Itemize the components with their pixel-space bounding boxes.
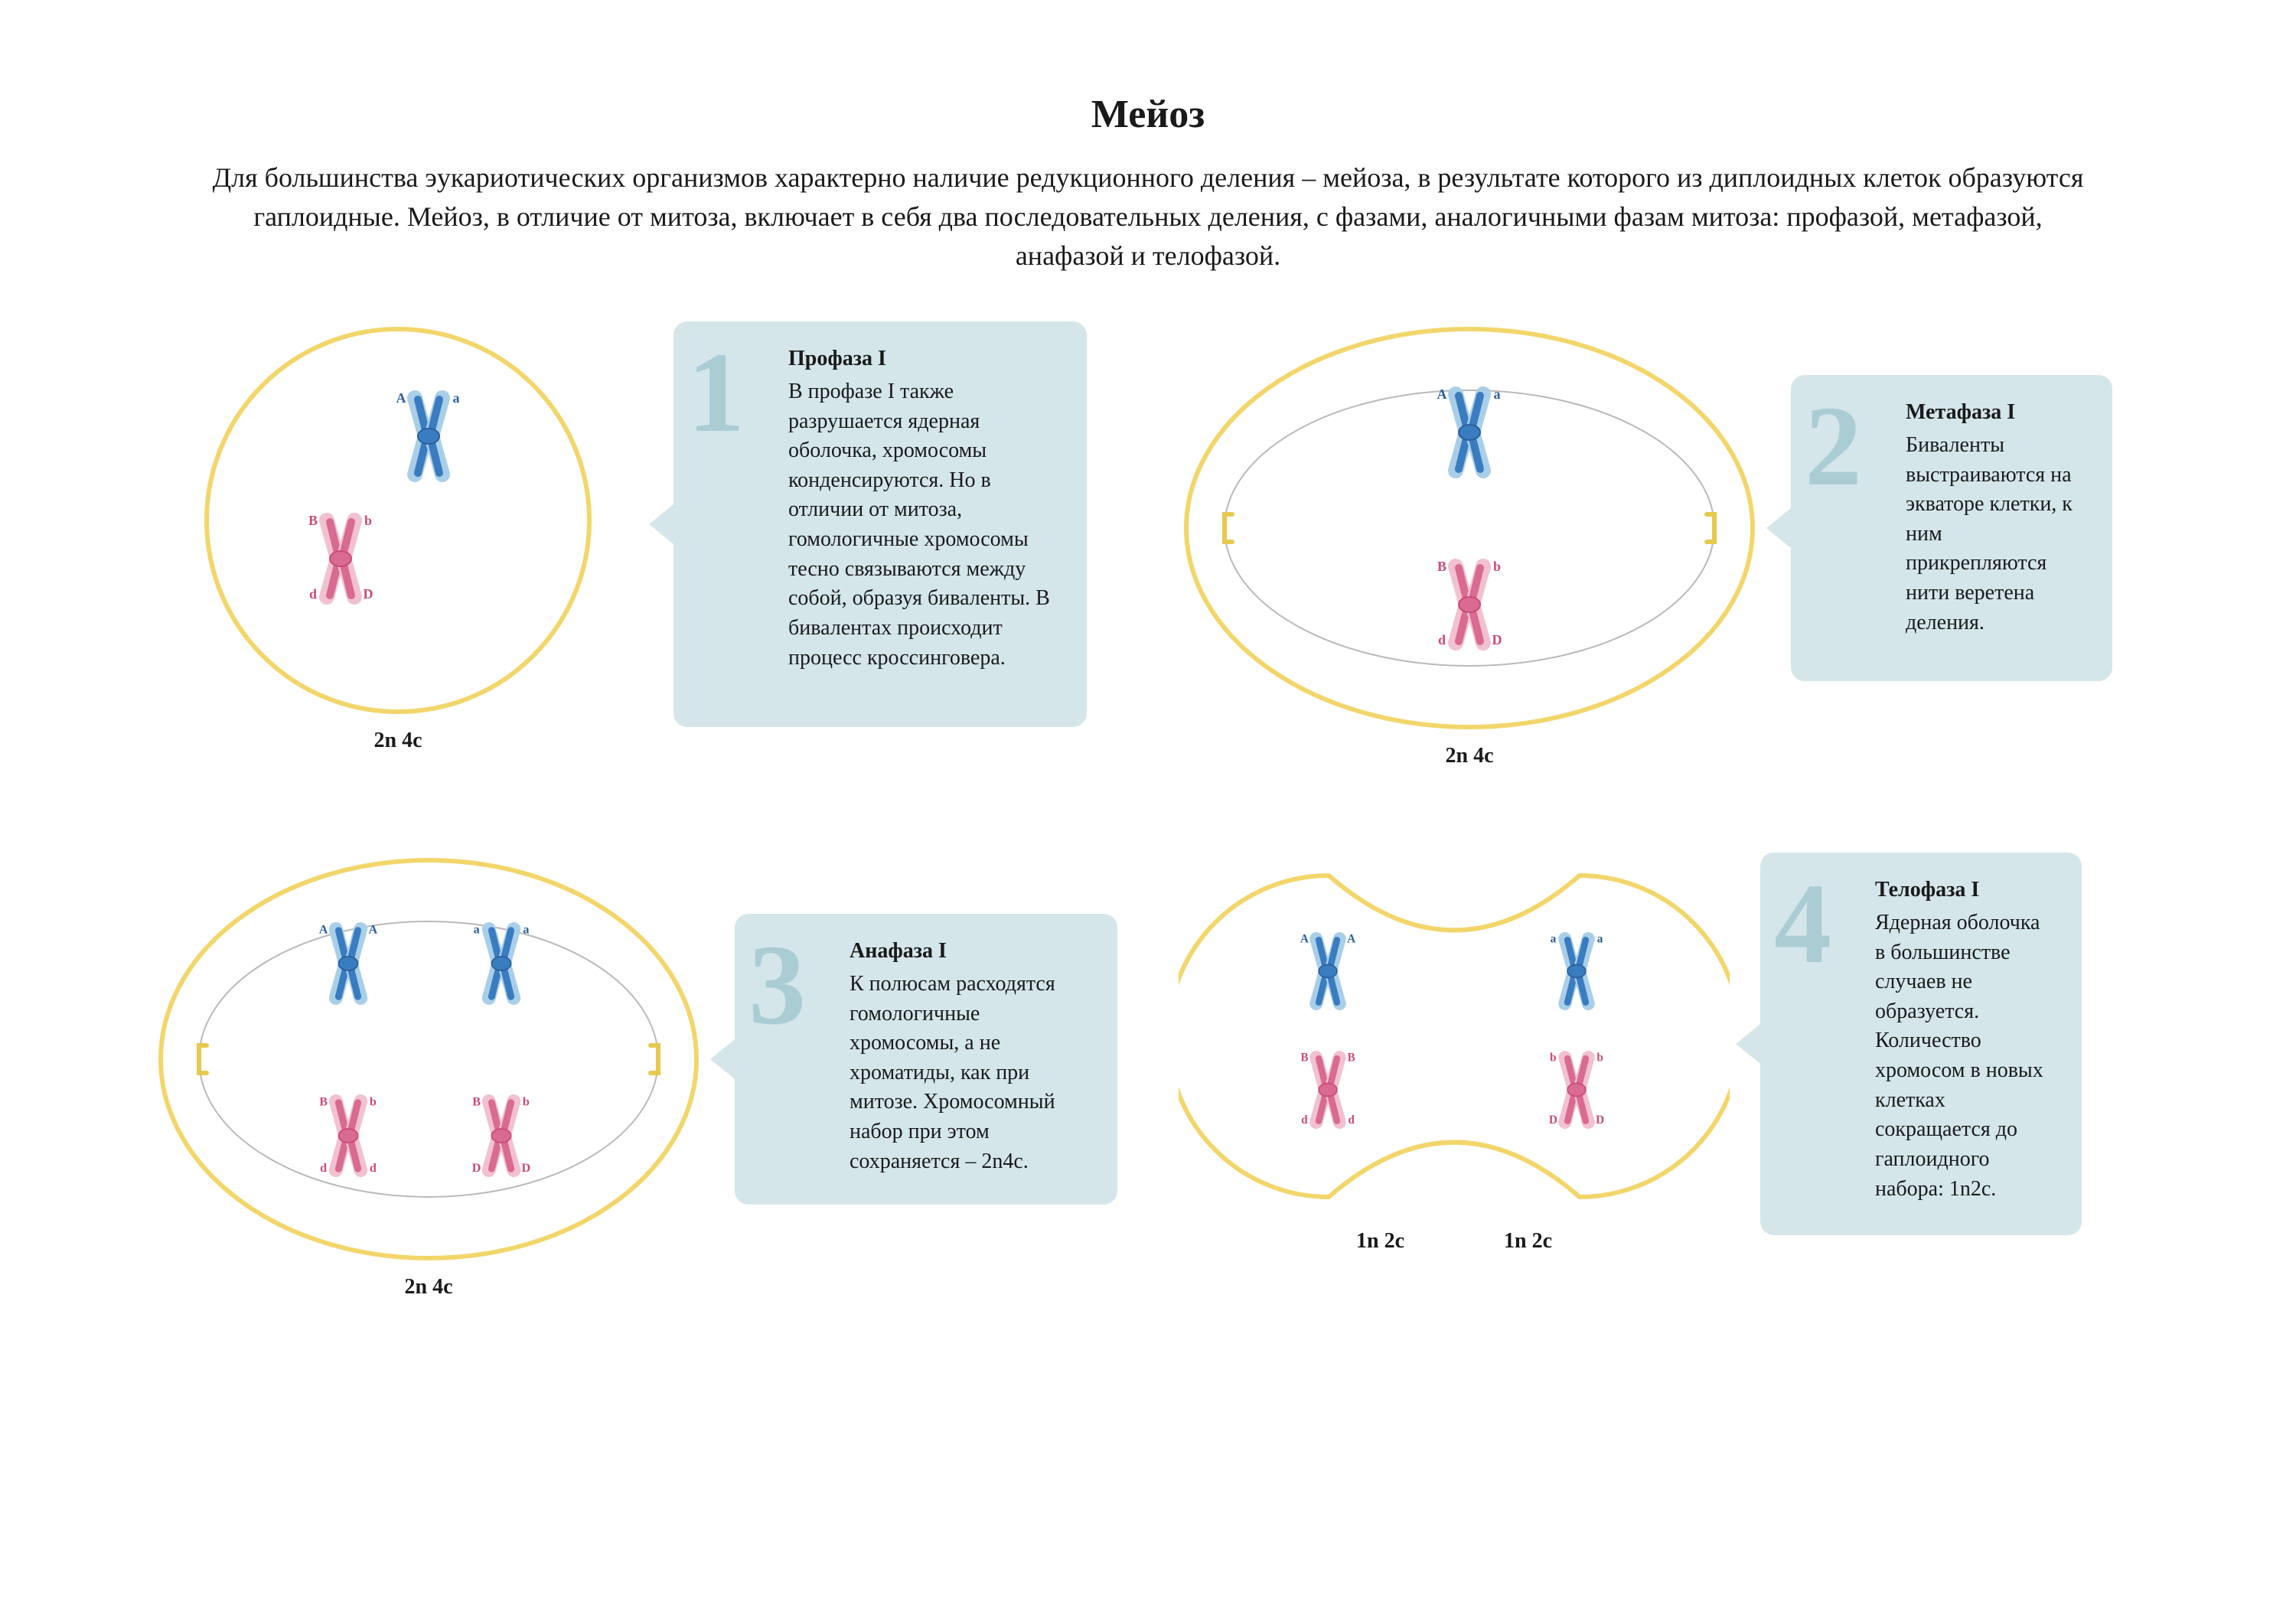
- svg-text:D: D: [522, 1161, 531, 1175]
- phase-body: В профазе I также разрушается ядерная об…: [788, 380, 1050, 670]
- description-box: 4 Телофаза I Ядерная оболочка в большинств…: [1760, 853, 2082, 1235]
- phase-title: Профаза I: [788, 344, 1059, 374]
- phase-panel: Aa Bb d D 2n 4c 1 Профаза I В профазе I также р…: [153, 321, 1117, 768]
- phase-panel: A Aa a Bb d d Bb D D 2n 4c 3 Анафаза I К полюсам рас…: [153, 853, 1117, 1300]
- svg-text:A: A: [369, 923, 378, 937]
- svg-text:d: d: [1301, 1114, 1308, 1127]
- phase-panel: A A B Bd d a a b b D D 1n 2c 1n 2c 4 Телофаза I Ядерная…: [1179, 853, 2143, 1300]
- svg-text:B: B: [1437, 559, 1446, 574]
- step-number: 2: [1805, 389, 1862, 504]
- description-box: 1 Профаза I В профазе I также разрушается …: [673, 321, 1087, 727]
- phase-title: Метафаза I: [1906, 398, 2085, 428]
- description-box: 3 Анафаза I К полюсам расходятся гомологич…: [735, 914, 1117, 1205]
- svg-text:a: a: [1597, 933, 1603, 946]
- cell-caption: 2n 4c: [405, 1275, 453, 1300]
- svg-text:b: b: [1550, 1052, 1557, 1065]
- phase-body: Ядерная оболочка в большинстве случаев н…: [1875, 911, 2043, 1201]
- svg-text:D: D: [1596, 1114, 1604, 1127]
- svg-text:d: d: [320, 1161, 327, 1175]
- description-text: Профаза I В профазе I также разрушается я…: [788, 344, 1059, 673]
- svg-text:A: A: [396, 390, 406, 406]
- page-title: Мейоз: [153, 92, 2143, 137]
- description-box: 2 Метафаза I Биваленты выстраиваются на эк…: [1791, 375, 2112, 681]
- cell-caption: 2n 4c: [374, 729, 422, 753]
- svg-text:d: d: [1348, 1114, 1355, 1127]
- svg-text:b: b: [370, 1095, 377, 1109]
- svg-text:a: a: [523, 923, 529, 937]
- step-number: 4: [1774, 866, 1831, 981]
- svg-text:d: d: [309, 586, 317, 602]
- svg-text:D: D: [1492, 632, 1502, 647]
- cell-diagram: A A B Bd d a a b b D D 1n 2c 1n 2c: [1179, 853, 1730, 1254]
- svg-text:b: b: [1493, 559, 1501, 574]
- svg-text:d: d: [1438, 632, 1446, 647]
- cell-caption: 1n 2c: [1356, 1229, 1404, 1254]
- phase-title: Телофаза I: [1875, 876, 2054, 905]
- description-text: Метафаза I Биваленты выстраиваются на экв…: [1906, 398, 2085, 638]
- cell-diagram: A Aa a Bb d d Bb D D 2n 4c: [153, 853, 704, 1300]
- svg-text:a: a: [474, 923, 480, 937]
- svg-text:d: d: [370, 1161, 377, 1175]
- intro-text: Для большинства эукариотических организм…: [199, 158, 2097, 276]
- svg-text:A: A: [1300, 933, 1309, 946]
- svg-text:a: a: [1551, 933, 1557, 946]
- svg-text:B: B: [472, 1095, 481, 1109]
- svg-text:a: a: [1494, 386, 1501, 402]
- cell-caption: 2n 4c: [1446, 744, 1494, 768]
- phase-body: Биваленты выстраиваются на экваторе клет…: [1906, 433, 2073, 634]
- cell-caption: 1n 2c: [1504, 1229, 1552, 1254]
- svg-text:B: B: [319, 1095, 328, 1109]
- cell-caption-dual: 1n 2c 1n 2c: [1356, 1229, 1552, 1254]
- phase-grid: Aa Bb d D 2n 4c 1 Профаза I В профазе I также р…: [153, 321, 2143, 1300]
- cell-diagram: Aa Bb d D 2n 4c: [1179, 321, 1760, 768]
- svg-text:b: b: [523, 1095, 530, 1109]
- step-number: 1: [687, 335, 745, 450]
- svg-text:D: D: [472, 1161, 481, 1175]
- svg-text:A: A: [1347, 933, 1355, 946]
- svg-text:A: A: [1437, 386, 1447, 402]
- svg-text:B: B: [1347, 1052, 1355, 1065]
- svg-text:a: a: [453, 390, 460, 406]
- svg-text:b: b: [1596, 1052, 1603, 1065]
- description-text: Анафаза I К полюсам расходятся гомологичн…: [850, 937, 1090, 1176]
- svg-text:B: B: [1300, 1052, 1308, 1065]
- description-text: Телофаза I Ядерная оболочка в большинстве…: [1875, 876, 2054, 1204]
- svg-text:D: D: [1549, 1114, 1557, 1127]
- phase-panel: Aa Bb d D 2n 4c 2 Метафаза I Биваленты выстраив…: [1179, 321, 2143, 768]
- phase-body: К полюсам расходятся гомологичные хромос…: [850, 972, 1055, 1173]
- svg-text:B: B: [308, 513, 318, 528]
- svg-text:b: b: [364, 513, 372, 528]
- svg-text:D: D: [364, 586, 373, 602]
- cell-diagram: Aa Bb d D 2n 4c: [153, 321, 643, 753]
- phase-title: Анафаза I: [850, 937, 1090, 967]
- step-number: 3: [748, 928, 806, 1042]
- svg-text:A: A: [319, 923, 328, 937]
